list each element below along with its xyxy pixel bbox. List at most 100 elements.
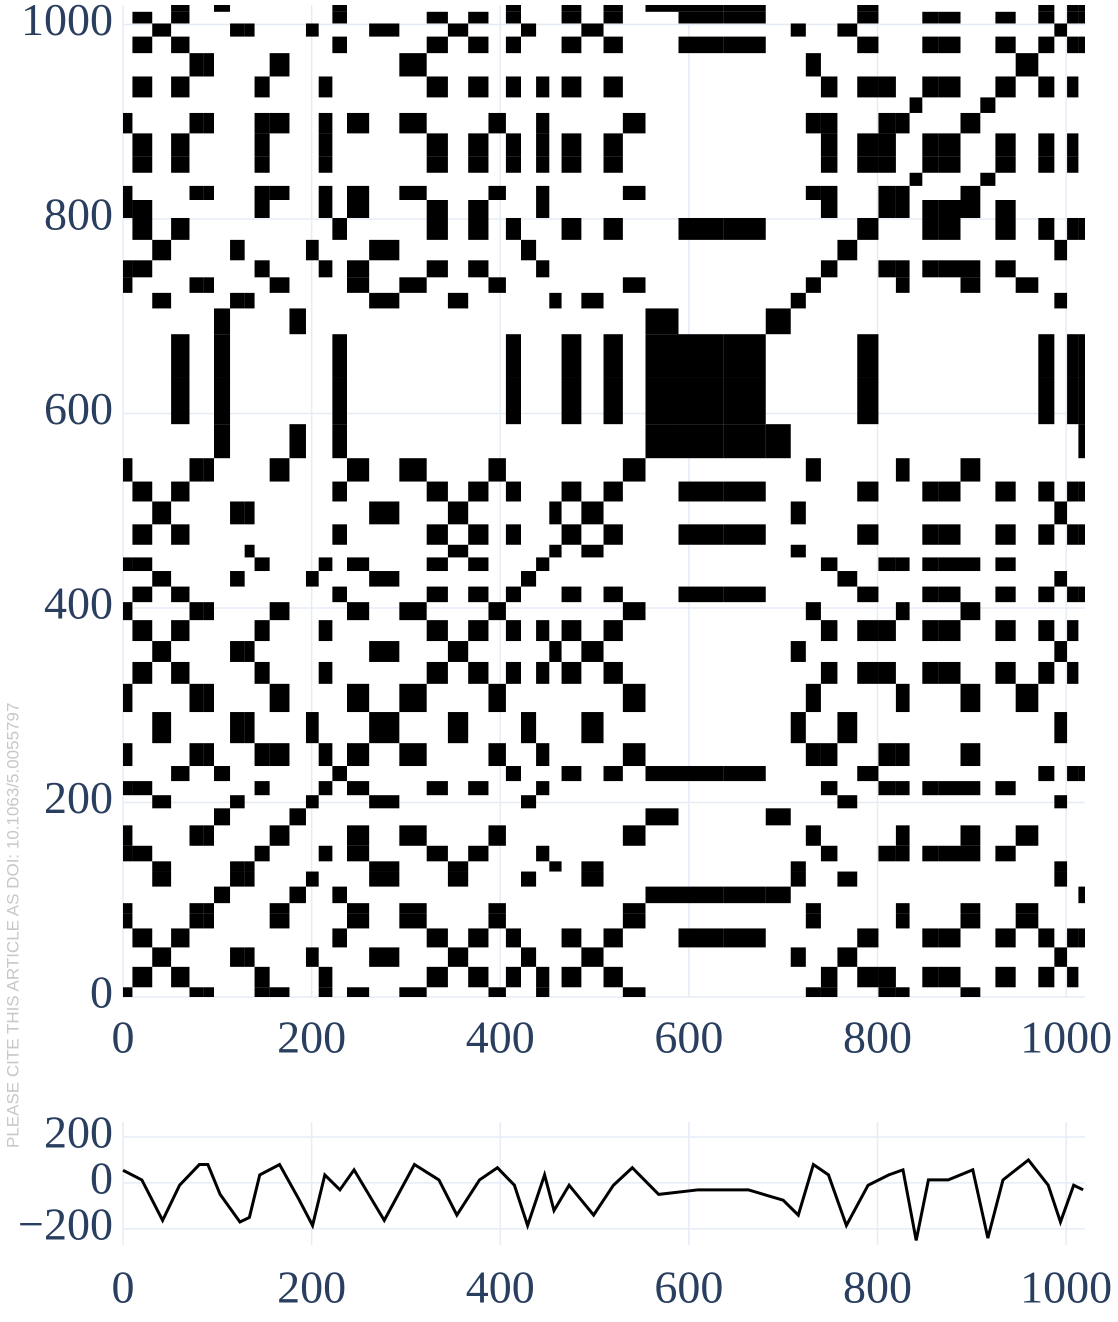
recurrence-cell	[399, 743, 427, 767]
recurrence-cell	[1078, 36, 1085, 54]
recurrence-cell	[369, 795, 400, 809]
recurrence-cell	[837, 795, 858, 809]
recurrence-cell	[645, 886, 679, 904]
recurrence-cell	[447, 871, 469, 887]
recurrence-cell	[332, 481, 347, 502]
x-tick-label: 1000	[1020, 1262, 1112, 1313]
recurrence-cell	[1015, 903, 1039, 914]
recurrence-cell	[878, 620, 896, 642]
recurrence-cell	[332, 928, 347, 948]
recurrence-cell	[1054, 871, 1068, 887]
recurrence-cell	[938, 845, 961, 862]
recurrence-cell	[214, 377, 231, 425]
recurrence-cell	[581, 947, 604, 967]
recurrence-cell	[488, 743, 506, 767]
x-tick-label: 800	[843, 1012, 912, 1063]
recurrence-cell	[895, 987, 910, 997]
recurrence-cell	[468, 156, 489, 173]
recurrence-cell	[346, 903, 370, 914]
recurrence-cell	[909, 172, 923, 186]
recurrence-cell	[603, 661, 623, 684]
recurrence-cell	[995, 524, 1016, 545]
recurrence-cell	[995, 481, 1016, 502]
recurrence-cell	[857, 36, 879, 54]
recurrence-cell	[269, 458, 290, 482]
recurrence-cell	[603, 481, 623, 502]
recurrence-cell	[603, 966, 623, 988]
recurrence-cell	[1067, 334, 1079, 378]
recurrence-cell	[622, 112, 646, 134]
y-tick-label: 200	[44, 772, 113, 823]
recurrence-cell	[426, 781, 448, 796]
recurrence-cell	[922, 217, 939, 240]
recurrence-cell	[995, 928, 1016, 948]
recurrence-cell	[468, 661, 489, 684]
recurrence-cell	[790, 292, 806, 309]
recurrence-cell	[922, 199, 939, 218]
recurrence-cell	[960, 185, 981, 200]
recurrence-cell	[549, 544, 562, 558]
x-tick-label: 400	[466, 1012, 535, 1063]
recurrence-cell	[189, 825, 204, 846]
recurrence-cell	[603, 928, 623, 948]
recurrence-cell	[938, 661, 961, 684]
recurrence-cell	[254, 260, 270, 278]
recurrence-cell	[1054, 641, 1068, 662]
recurrence-cell	[189, 458, 204, 482]
recurrence-cells	[123, 5, 1085, 997]
recurrence-cell	[1038, 11, 1055, 24]
recurrence-cell	[678, 5, 724, 12]
recurrence-cell	[123, 602, 133, 621]
recurrence-cell	[622, 458, 646, 482]
recurrence-cell	[1054, 292, 1068, 309]
recurrence-cell	[269, 602, 290, 621]
recurrence-cell	[536, 112, 550, 134]
recurrence-cell	[468, 36, 489, 54]
recurrence-cell	[805, 458, 821, 482]
recurrence-cell	[189, 683, 204, 713]
recurrence-cell	[254, 966, 270, 988]
recurrence-cell	[1015, 53, 1039, 77]
recurrence-cell	[171, 133, 190, 157]
recurrence-cell	[995, 620, 1016, 642]
recurrence-cell	[603, 766, 623, 782]
recurrence-cell	[922, 661, 939, 684]
recurrence-cell	[536, 743, 550, 767]
recurrence-cell	[805, 185, 821, 200]
y-tick-label: −200	[18, 1198, 113, 1249]
recurrence-cell	[820, 76, 838, 98]
recurrence-cell	[318, 133, 333, 157]
recurrence-cell	[857, 334, 879, 378]
recurrence-cell	[214, 424, 231, 459]
recurrence-cell	[346, 845, 370, 862]
recurrence-cell	[857, 620, 879, 642]
recurrence-cell	[1078, 524, 1085, 545]
recurrence-cell	[922, 481, 939, 502]
x-tick-label: 0	[112, 1262, 135, 1313]
recurrence-cell	[857, 661, 879, 684]
recurrence-cell	[369, 571, 400, 587]
recurrence-cell	[505, 5, 522, 12]
recurrence-cell	[536, 557, 550, 572]
recurrence-cell	[561, 76, 582, 98]
recurrence-cell	[922, 156, 939, 173]
recurrence-cell	[581, 292, 604, 309]
recurrence-cell	[603, 5, 623, 12]
recurrence-cell	[837, 239, 858, 261]
recurrence-cell	[254, 133, 270, 157]
recurrence-cell	[995, 781, 1016, 796]
recurrence-cell	[123, 903, 133, 914]
recurrence-cell	[790, 23, 806, 37]
recurrence-cell	[171, 620, 190, 642]
recurrence-cell	[857, 156, 879, 173]
recurrence-cell	[561, 524, 582, 545]
recurrence-cell	[468, 260, 489, 278]
recurrence-cell	[505, 76, 522, 98]
recurrence-cell	[488, 602, 506, 621]
recurrence-cell	[230, 571, 245, 587]
recurrence-cell	[561, 36, 582, 54]
recurrence-cell	[878, 112, 896, 134]
recurrence-cell	[399, 277, 427, 293]
recurrence-cell	[152, 292, 172, 309]
recurrence-cell	[289, 424, 306, 459]
